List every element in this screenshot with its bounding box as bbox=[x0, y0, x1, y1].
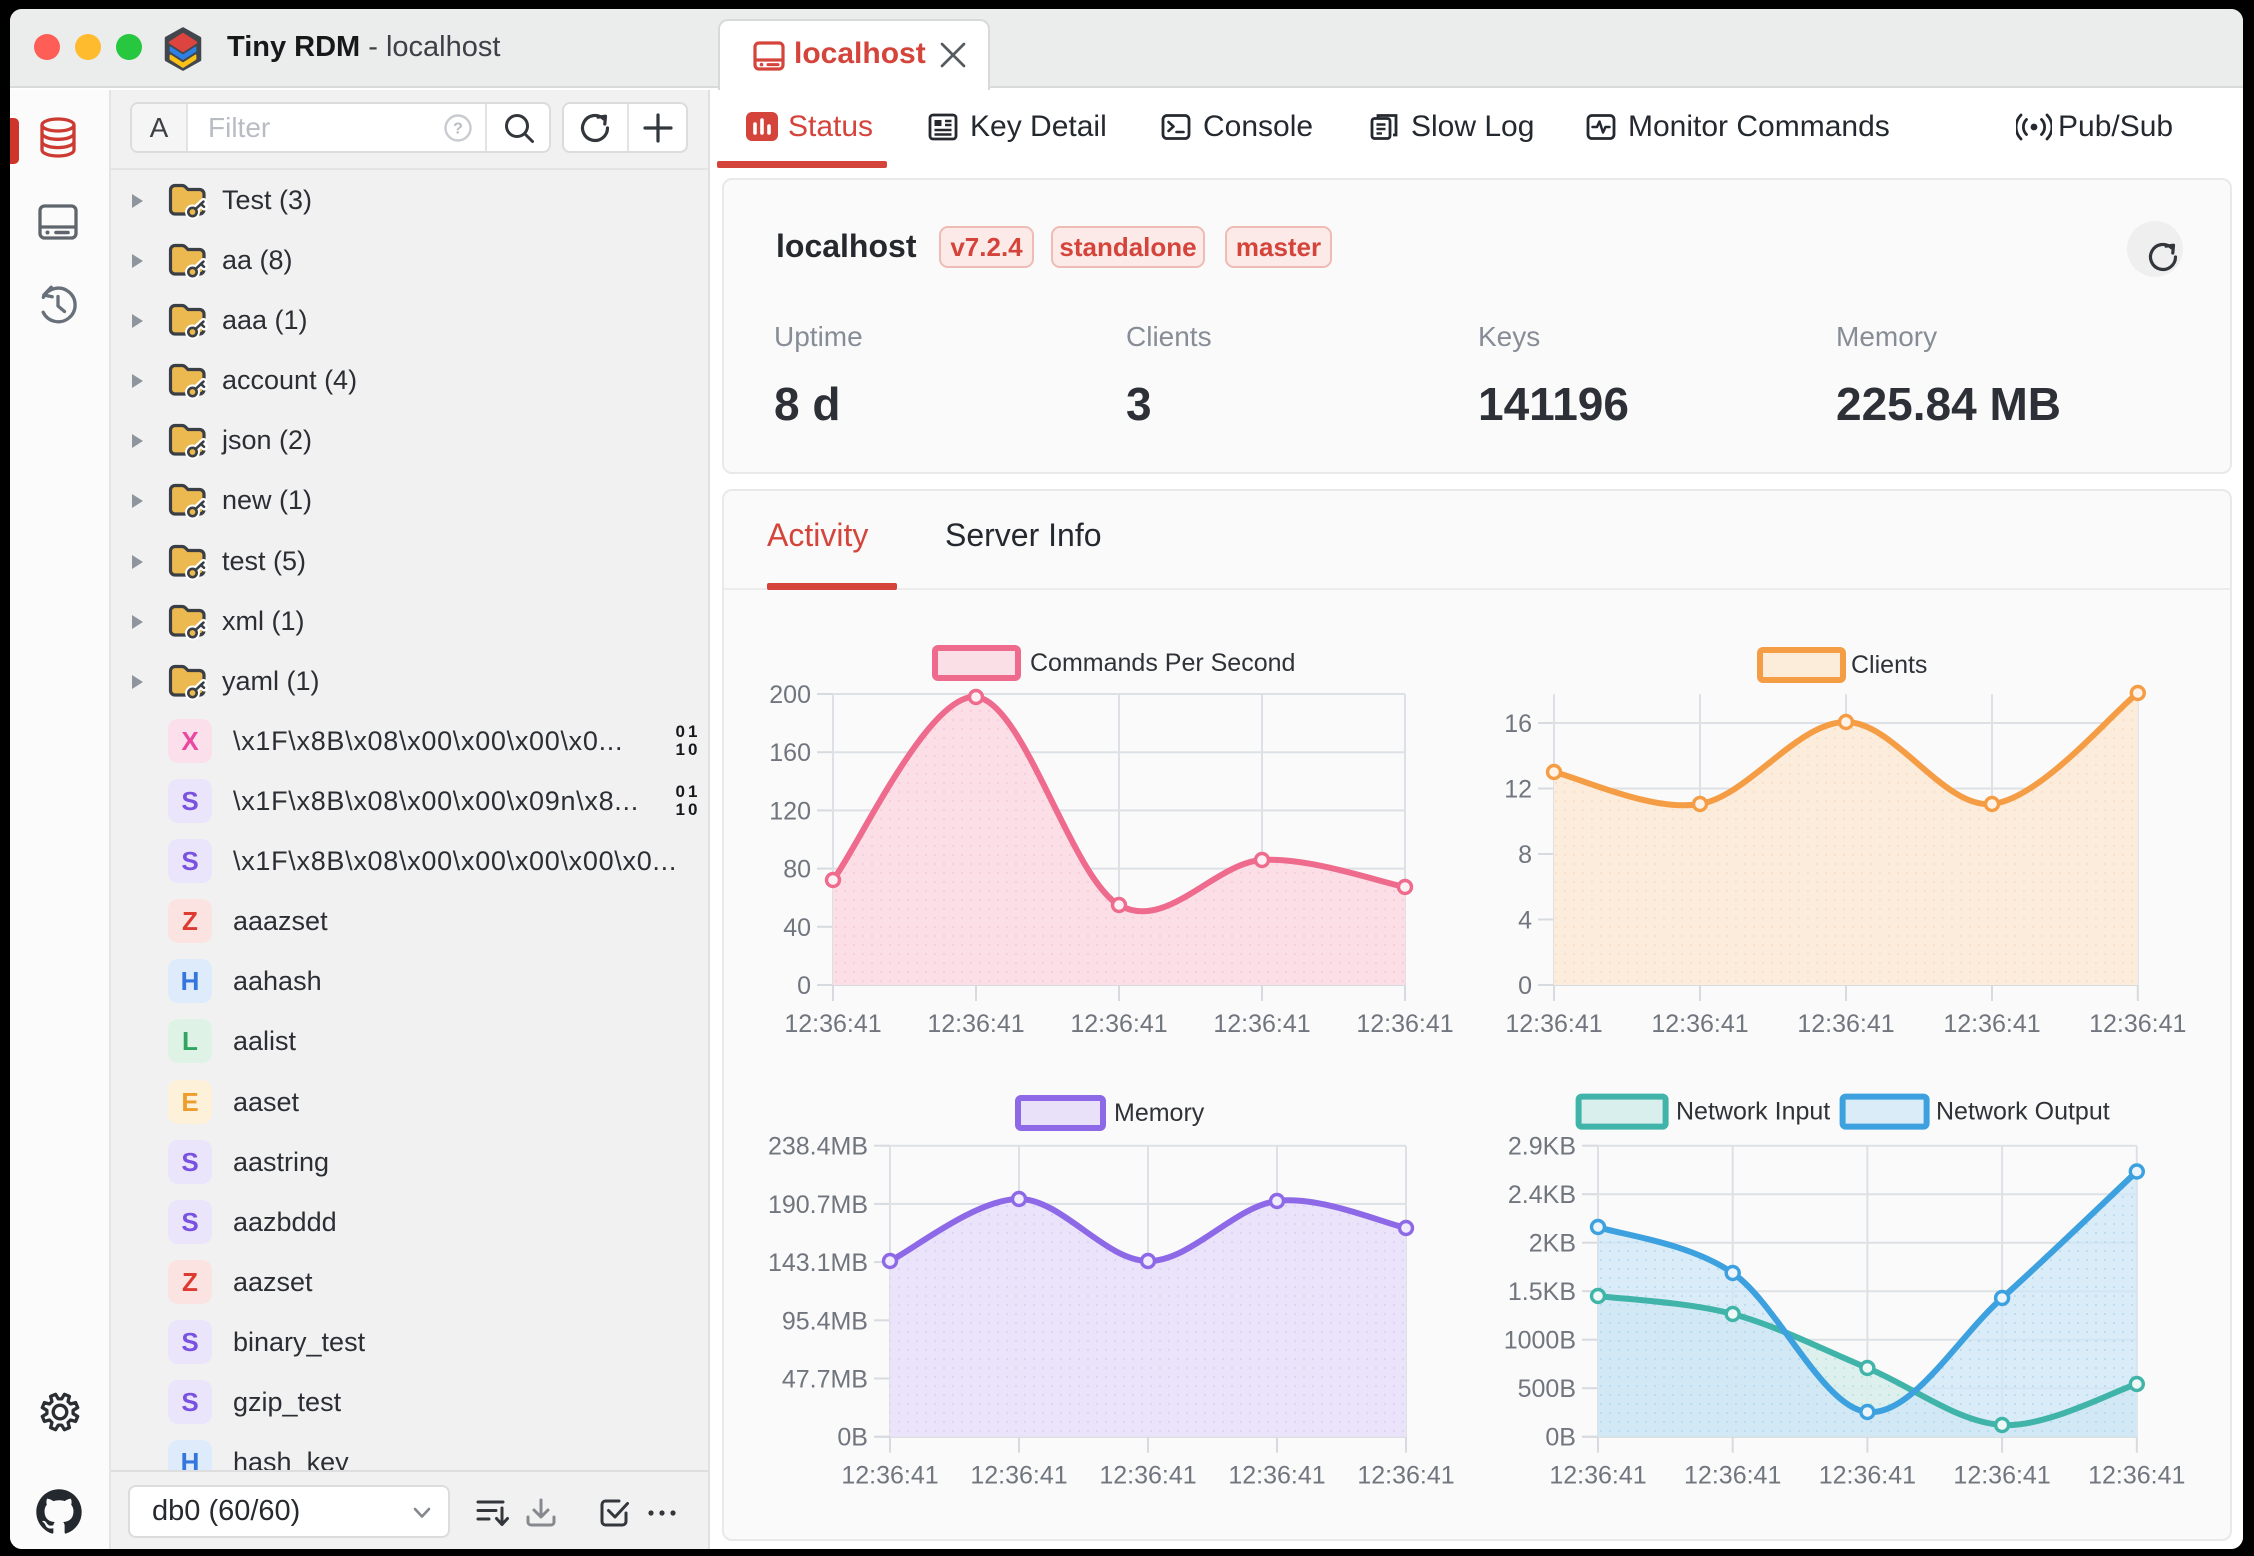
svg-text:160: 160 bbox=[769, 739, 811, 767]
svg-text:Clients: Clients bbox=[1851, 651, 1927, 679]
svg-text:143.1MB: 143.1MB bbox=[768, 1249, 868, 1277]
svg-text:8: 8 bbox=[1518, 841, 1532, 869]
svg-text:2KB: 2KB bbox=[1529, 1230, 1576, 1258]
svg-text:Network Output: Network Output bbox=[1936, 1098, 2110, 1126]
svg-text:1.5KB: 1.5KB bbox=[1508, 1278, 1576, 1306]
svg-text:238.4MB: 238.4MB bbox=[768, 1133, 868, 1161]
svg-text:0B: 0B bbox=[837, 1424, 868, 1452]
svg-text:12:36:41: 12:36:41 bbox=[1357, 1462, 1454, 1490]
svg-text:12: 12 bbox=[1504, 776, 1532, 804]
svg-text:4: 4 bbox=[1518, 907, 1532, 935]
svg-text:12:36:41: 12:36:41 bbox=[970, 1462, 1067, 1490]
svg-text:190.7MB: 190.7MB bbox=[768, 1191, 868, 1219]
svg-text:2.9KB: 2.9KB bbox=[1508, 1133, 1576, 1161]
svg-text:47.7MB: 47.7MB bbox=[782, 1366, 868, 1394]
svg-text:2.4KB: 2.4KB bbox=[1508, 1181, 1576, 1209]
svg-text:500B: 500B bbox=[1518, 1375, 1576, 1403]
svg-text:12:36:41: 12:36:41 bbox=[2088, 1462, 2185, 1490]
svg-text:12:36:41: 12:36:41 bbox=[1943, 1010, 2040, 1038]
svg-text:0B: 0B bbox=[1545, 1424, 1576, 1452]
svg-text:40: 40 bbox=[783, 914, 811, 942]
svg-text:95.4MB: 95.4MB bbox=[782, 1307, 868, 1335]
svg-text:12:36:41: 12:36:41 bbox=[1099, 1462, 1196, 1490]
svg-text:80: 80 bbox=[783, 856, 811, 884]
svg-text:12:36:41: 12:36:41 bbox=[1228, 1462, 1325, 1490]
svg-text:0: 0 bbox=[1518, 972, 1532, 1000]
svg-text:12:36:41: 12:36:41 bbox=[1651, 1010, 1748, 1038]
svg-text:12:36:41: 12:36:41 bbox=[841, 1462, 938, 1490]
svg-text:12:36:41: 12:36:41 bbox=[1684, 1462, 1781, 1490]
svg-text:12:36:41: 12:36:41 bbox=[1356, 1010, 1453, 1038]
svg-text:200: 200 bbox=[769, 681, 811, 709]
svg-text:0: 0 bbox=[797, 972, 811, 1000]
svg-text:16: 16 bbox=[1504, 710, 1532, 738]
svg-text:12:36:41: 12:36:41 bbox=[2089, 1010, 2186, 1038]
svg-text:120: 120 bbox=[769, 797, 811, 825]
svg-text:Commands Per Second: Commands Per Second bbox=[1030, 649, 1295, 677]
svg-text:12:36:41: 12:36:41 bbox=[1213, 1010, 1310, 1038]
svg-text:Network Input: Network Input bbox=[1676, 1098, 1830, 1126]
svg-text:12:36:41: 12:36:41 bbox=[1819, 1462, 1916, 1490]
svg-text:?: ? bbox=[453, 121, 463, 138]
svg-text:12:36:41: 12:36:41 bbox=[784, 1010, 881, 1038]
svg-text:Memory: Memory bbox=[1114, 1099, 1205, 1127]
svg-text:12:36:41: 12:36:41 bbox=[927, 1010, 1024, 1038]
svg-text:1000B: 1000B bbox=[1504, 1327, 1576, 1355]
svg-text:12:36:41: 12:36:41 bbox=[1797, 1010, 1894, 1038]
svg-text:12:36:41: 12:36:41 bbox=[1549, 1462, 1646, 1490]
svg-text:12:36:41: 12:36:41 bbox=[1505, 1010, 1602, 1038]
svg-text:12:36:41: 12:36:41 bbox=[1070, 1010, 1167, 1038]
svg-text:12:36:41: 12:36:41 bbox=[1953, 1462, 2050, 1490]
